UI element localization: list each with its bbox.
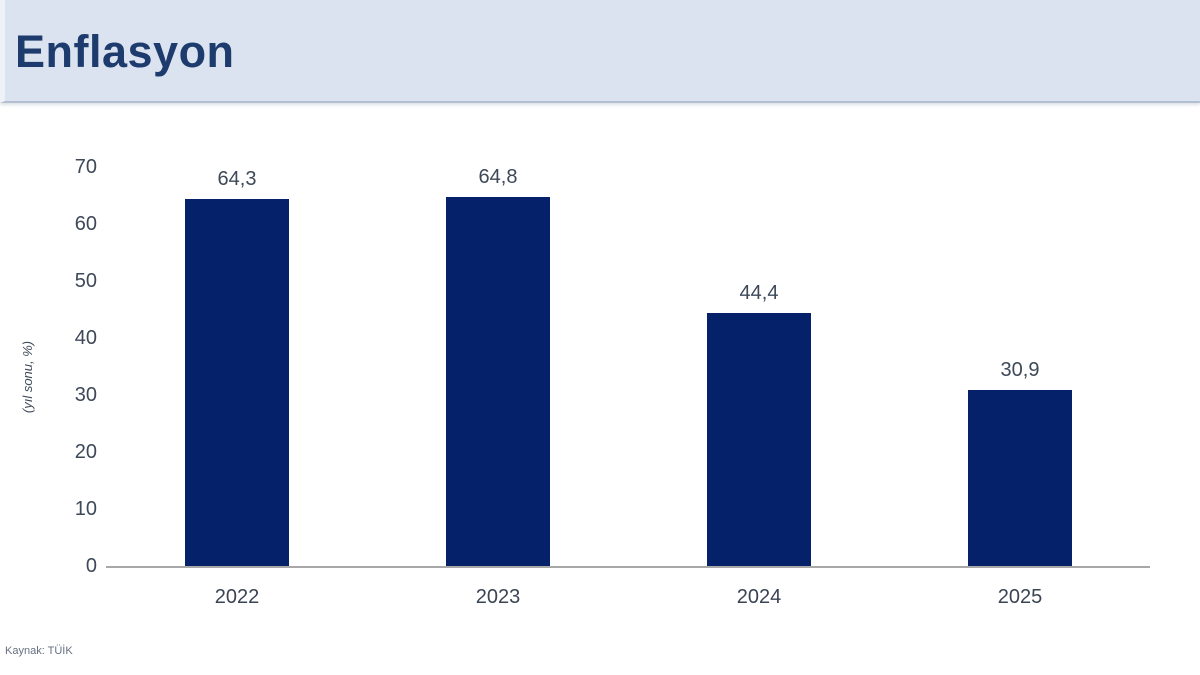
x-axis-label: 2025 [997, 586, 1043, 608]
x-axis-label: 2023 [475, 586, 521, 608]
bar-2023 [446, 196, 550, 566]
x-axis-line [106, 566, 1150, 568]
y-tick-label: 10 [74, 498, 97, 520]
y-tick-label: 40 [74, 327, 97, 349]
y-tick-label: 20 [74, 441, 97, 463]
bar-value-label: 64,3 [217, 168, 257, 191]
source-note: Kaynak: TÜİK [5, 645, 73, 657]
y-tick-label: 60 [74, 213, 97, 235]
plot-area: 0 10 20 30 40 50 60 70 64,3 2022 64,8 2023 44,4 2024 3… [0, 105, 1200, 675]
bar-2024 [707, 312, 811, 566]
y-tick-label: 70 [74, 156, 97, 178]
bar-value-label: 30,9 [1000, 358, 1040, 381]
y-tick-label: 30 [74, 384, 97, 406]
y-tick-label: 50 [74, 270, 97, 292]
y-tick-label: 0 [85, 555, 97, 577]
x-axis-label: 2024 [736, 586, 782, 608]
bar-2025 [968, 389, 1072, 566]
bar-value-label: 64,8 [478, 165, 518, 188]
bar-2022 [185, 199, 289, 566]
inflation-chart: (yıl sonu, %) 0 10 20 30 40 50 60 70 64,3 2022 64,… [0, 105, 1200, 675]
bar-value-label: 44,4 [739, 281, 779, 304]
page-header: Enflasyon [0, 0, 1200, 103]
x-axis-label: 2022 [214, 586, 260, 608]
page-title: Enflasyon [15, 26, 235, 77]
